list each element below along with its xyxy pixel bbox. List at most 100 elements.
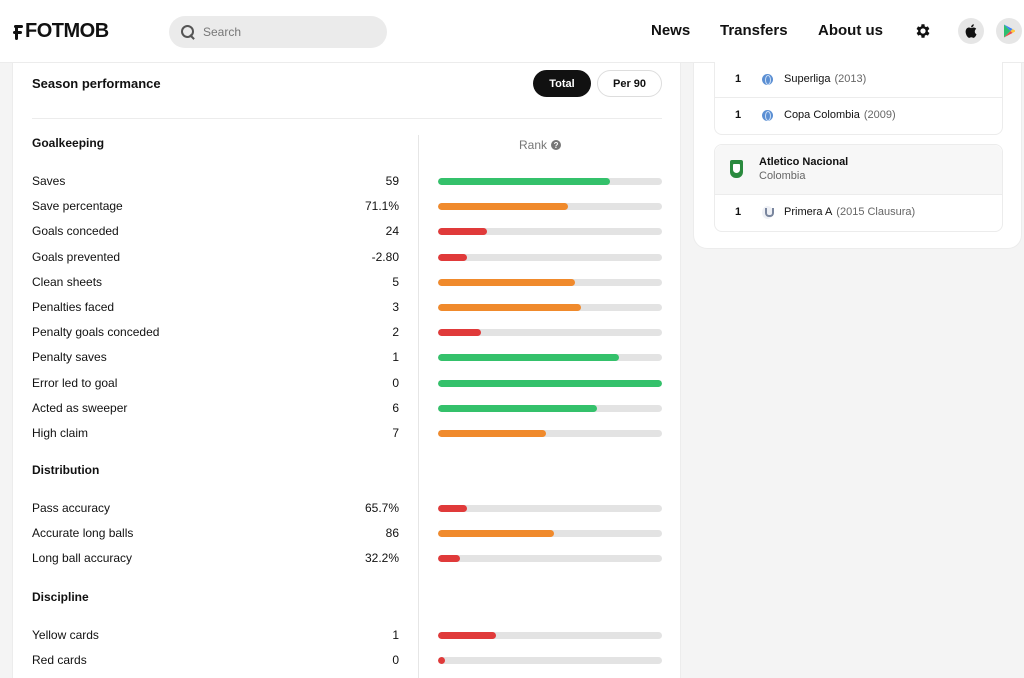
stat-row: Clean sheets 5 — [32, 272, 662, 292]
rank-bar-track — [438, 555, 662, 563]
globe-icon — [762, 74, 773, 85]
trophy-name-text: Copa Colombia — [784, 109, 860, 121]
rank-bar-track — [438, 379, 662, 387]
logo-text: FOTMOB — [25, 20, 109, 42]
team-country: Colombia — [759, 170, 806, 182]
rank-header: Rank ? — [519, 138, 562, 152]
stat-label: Red cards — [32, 653, 87, 668]
section-title: Distribution — [32, 463, 100, 477]
trophies-card: 1 Superliga (2013) 1 Copa Colombia (2009) … — [693, 62, 1022, 249]
stat-row: Goals conceded 24 — [32, 221, 662, 241]
stat-row: Penalty goals conceded 2 — [32, 322, 662, 342]
season-performance-card: Season performance Total Per 90 Rank ? G… — [12, 63, 681, 678]
stat-value: 65.7% — [364, 501, 399, 515]
rank-bar-track — [438, 178, 662, 185]
stat-value: 24 — [385, 224, 399, 239]
stat-label: Pass accuracy — [32, 501, 111, 515]
rank-bar-track — [438, 203, 662, 211]
stat-label: Error led to goal — [32, 375, 118, 390]
rank-bar-track — [438, 329, 662, 337]
stat-value: 86 — [385, 526, 399, 541]
logo-mark-icon — [12, 24, 24, 40]
rank-bar-track — [438, 632, 662, 639]
stat-label: Goals prevented — [32, 249, 121, 264]
rank-bar-track — [438, 278, 662, 286]
rank-bar-track — [438, 228, 662, 236]
column-divider — [418, 135, 419, 678]
toggle-per90-button[interactable]: Per 90 — [597, 70, 662, 97]
trophy-name[interactable]: Copa Colombia (2009) — [784, 109, 896, 121]
search-box[interactable] — [169, 16, 387, 48]
stat-value: 7 — [392, 426, 399, 440]
stat-row: Accurate long balls 86 — [32, 523, 662, 543]
section-title: Goalkeeping — [32, 136, 105, 150]
rank-bar-fill — [438, 304, 582, 311]
search-input[interactable] — [203, 25, 373, 39]
stat-value: 59 — [385, 174, 399, 188]
stat-label: Clean sheets — [32, 274, 103, 289]
stat-row: Saves 59 — [32, 171, 662, 191]
stat-value: 0 — [392, 653, 399, 668]
trophy-name[interactable]: Superliga (2013) — [784, 73, 866, 85]
rank-bar-track — [438, 404, 662, 412]
trophy-name-text: Superliga — [784, 73, 831, 85]
stat-value: 0 — [392, 375, 399, 390]
stat-row: Pass accuracy 65.7% — [32, 498, 662, 518]
rank-bar-fill — [438, 404, 598, 412]
trophy-row: 1 Primera A (2015 Clausura) — [715, 195, 1002, 231]
nav-transfers[interactable]: Transfers — [720, 22, 788, 39]
fotmob-logo[interactable]: FOTMOB — [12, 20, 109, 43]
apple-app-icon[interactable] — [958, 18, 984, 44]
nav-about-us[interactable]: About us — [818, 22, 883, 39]
stat-label: Penalties faced — [32, 300, 115, 314]
trophy-season: (2009) — [863, 109, 896, 121]
rank-bar-fill — [438, 228, 488, 236]
stat-label: High claim — [32, 426, 89, 440]
rank-bar-fill — [438, 555, 461, 563]
stat-value: -2.80 — [371, 249, 399, 264]
trophy-count: 1 — [735, 73, 742, 85]
header-divider — [32, 118, 662, 119]
stat-value: 5 — [392, 274, 399, 289]
stat-label: Saves — [32, 174, 66, 188]
stat-value: 32.2% — [364, 551, 399, 566]
stat-value: 1 — [392, 628, 399, 642]
settings-gear-icon[interactable] — [914, 22, 932, 40]
nav-news[interactable]: News — [651, 22, 691, 39]
toggle-total-button[interactable]: Total — [533, 70, 591, 97]
trophy-name[interactable]: Primera A (2015 Clausura) — [784, 206, 915, 218]
trophy-row: 1 Superliga (2013) — [715, 62, 1002, 98]
rank-bar-track — [438, 505, 662, 512]
rank-bar-fill — [438, 379, 662, 387]
stat-label: Goals conceded — [32, 224, 119, 239]
stat-row: Penalty saves 1 — [32, 347, 662, 367]
team-header[interactable]: Atletico Nacional Colombia — [715, 145, 1002, 195]
rank-bar-track — [438, 657, 662, 665]
rank-bar-track — [438, 530, 662, 538]
team-name: Atletico Nacional — [759, 156, 849, 168]
rank-label: Rank — [519, 138, 548, 152]
rank-bar-fill — [438, 657, 445, 665]
rank-bar-fill — [438, 505, 468, 512]
trophy-season: (2013) — [834, 73, 867, 85]
help-icon[interactable]: ? — [551, 140, 562, 150]
team-crest-icon — [730, 160, 743, 178]
search-icon — [181, 25, 195, 39]
stat-row: Long ball accuracy 32.2% — [32, 548, 662, 568]
rank-bar-fill — [438, 203, 568, 211]
stat-label: Save percentage — [32, 199, 123, 214]
league-icon — [762, 206, 774, 219]
rank-bar-track — [438, 253, 662, 261]
stat-label: Acted as sweeper — [32, 400, 128, 415]
stat-row: Error led to goal 0 — [32, 373, 662, 393]
stat-label: Accurate long balls — [32, 526, 134, 541]
stat-value: 71.1% — [364, 199, 399, 214]
rank-bar-fill — [438, 632, 497, 639]
stat-row: Save percentage 71.1% — [32, 196, 662, 216]
rank-bar-fill — [438, 329, 481, 337]
stat-row: Acted as sweeper 6 — [32, 398, 662, 418]
rank-bar-track — [438, 354, 662, 362]
trophy-count: 1 — [735, 206, 742, 218]
google-play-icon[interactable] — [996, 18, 1022, 44]
stat-label: Yellow cards — [32, 628, 99, 642]
